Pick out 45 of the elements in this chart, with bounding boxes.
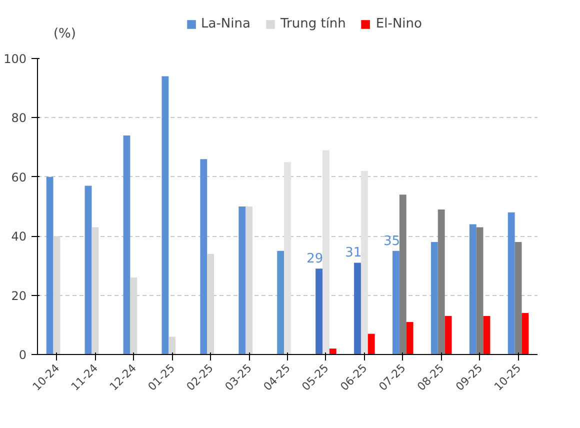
bar (483, 316, 490, 354)
bar (399, 194, 406, 354)
y-tick-label: 20 (11, 288, 27, 303)
y-tick-label: 80 (11, 111, 27, 126)
bar (84, 186, 92, 354)
data-label: 29 (306, 252, 324, 267)
bar (130, 278, 138, 354)
bar (469, 224, 476, 354)
bar (316, 268, 322, 354)
bar (392, 250, 400, 354)
bar (514, 242, 522, 354)
y-tick-label: 0 (18, 348, 27, 362)
y-tick-label: 40 (11, 230, 27, 244)
bar (238, 206, 246, 354)
bar (168, 336, 176, 354)
bar (508, 212, 515, 354)
bar (368, 334, 375, 354)
bar (246, 206, 252, 354)
bar (207, 254, 214, 354)
bar (438, 209, 445, 354)
bar (329, 348, 336, 354)
bar (476, 227, 484, 354)
bar (444, 316, 452, 354)
bar (162, 76, 169, 354)
y-tick-label: 60 (11, 170, 27, 184)
bar (360, 170, 368, 354)
data-label: 31 (345, 246, 362, 261)
bar (284, 162, 291, 354)
bar (92, 227, 99, 354)
bar (406, 322, 414, 354)
bar (522, 313, 529, 354)
legend-label: El-Nino (376, 16, 422, 32)
bar (322, 150, 330, 354)
data-label: 35 (384, 234, 400, 249)
bar (53, 236, 60, 354)
legend-label: Trung tính (280, 16, 346, 32)
bar (200, 159, 208, 354)
bar (430, 242, 438, 354)
bar (123, 135, 130, 354)
legend-label: La-Nina (201, 16, 250, 32)
bar (277, 250, 284, 354)
bar (354, 262, 361, 354)
y-axis-title: (%) (53, 26, 76, 42)
y-tick-label: 100 (4, 52, 26, 66)
bar (46, 176, 54, 354)
